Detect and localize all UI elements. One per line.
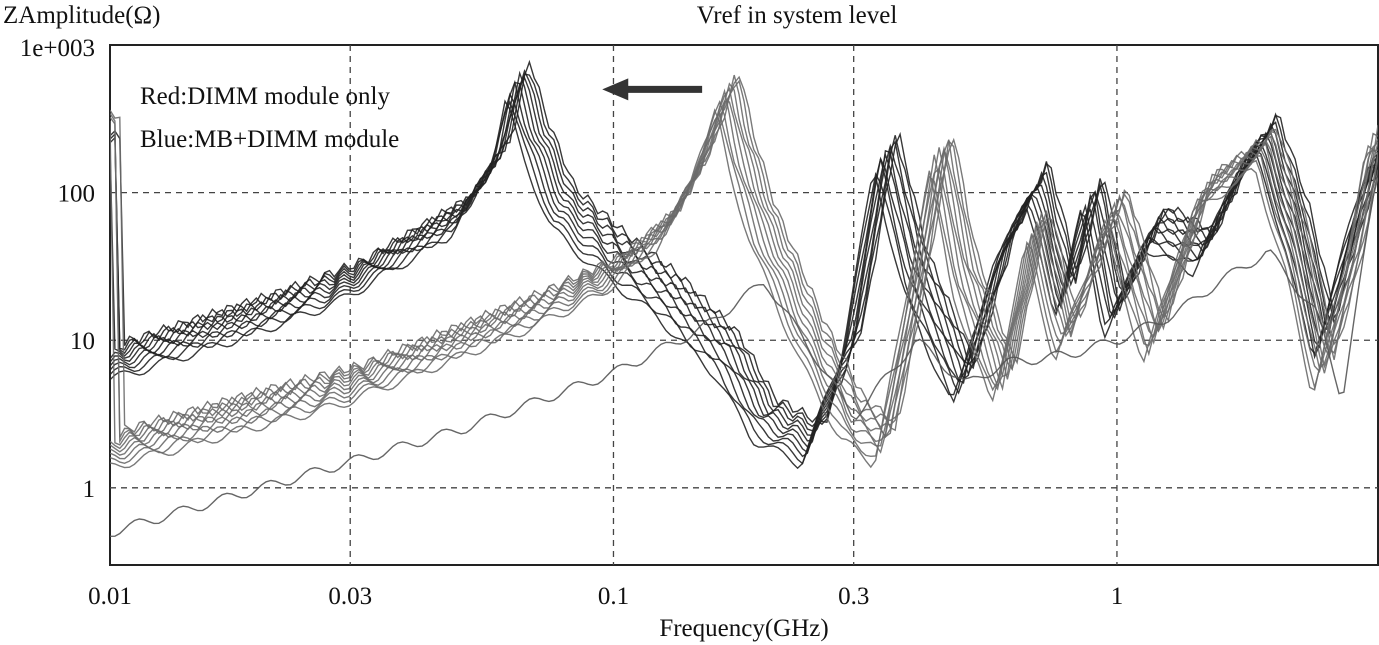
chart-title: Vref in system level [697, 2, 898, 29]
x-tick-label-1: 0.03 [328, 583, 372, 610]
curve-group [110, 59, 1378, 537]
series-0-curve-1 [110, 100, 1378, 465]
series-1-curve-5 [110, 86, 1378, 450]
plot-area [109, 44, 1379, 566]
y-axis-label: ZAmplitude(Ω) [3, 2, 160, 29]
series-1-curve-4 [110, 100, 1378, 453]
x-tick-label-4: 1 [1111, 583, 1124, 610]
y-tick-label-2: 100 [58, 181, 96, 208]
x-tick-label-0: 0.01 [88, 583, 132, 610]
series-0-curve-6 [110, 76, 1378, 437]
series-1-curve-8 [110, 79, 1378, 438]
annotations: Red:DIMM module only Blue:MB+DIMM module [140, 78, 703, 153]
series-0-curve-5 [110, 70, 1378, 442]
series-1-curve-0 [110, 108, 1378, 469]
x-tick-label-3: 0.3 [838, 583, 869, 610]
y-tick-labels: 1 10 100 1e+003 [20, 35, 95, 503]
legend-line-blue: Blue:MB+DIMM module [140, 126, 399, 153]
series-0-curve-3 [110, 79, 1378, 454]
series-0-curve-4 [110, 81, 1378, 448]
x-axis-label: Frequency(GHz) [659, 615, 828, 642]
y-tick-label-0: 1 [83, 476, 96, 503]
x-tick-labels: 0.01 0.03 0.1 0.3 1 [88, 583, 1123, 610]
series-1-curve-2 [110, 100, 1378, 460]
series-1-curve-6 [110, 82, 1378, 446]
gridlines [110, 45, 1378, 565]
y-tick-label-3: 1e+003 [20, 35, 95, 62]
x-tick-label-2: 0.1 [598, 583, 629, 610]
series-0-curve-9 [110, 59, 1378, 424]
y-tick-label-1: 10 [70, 328, 95, 355]
legend-line-red: Red:DIMM module only [140, 83, 390, 110]
series-2-curve-0 [110, 169, 1378, 537]
arrow-head [602, 78, 629, 101]
series-1-curve-9 [110, 75, 1378, 433]
